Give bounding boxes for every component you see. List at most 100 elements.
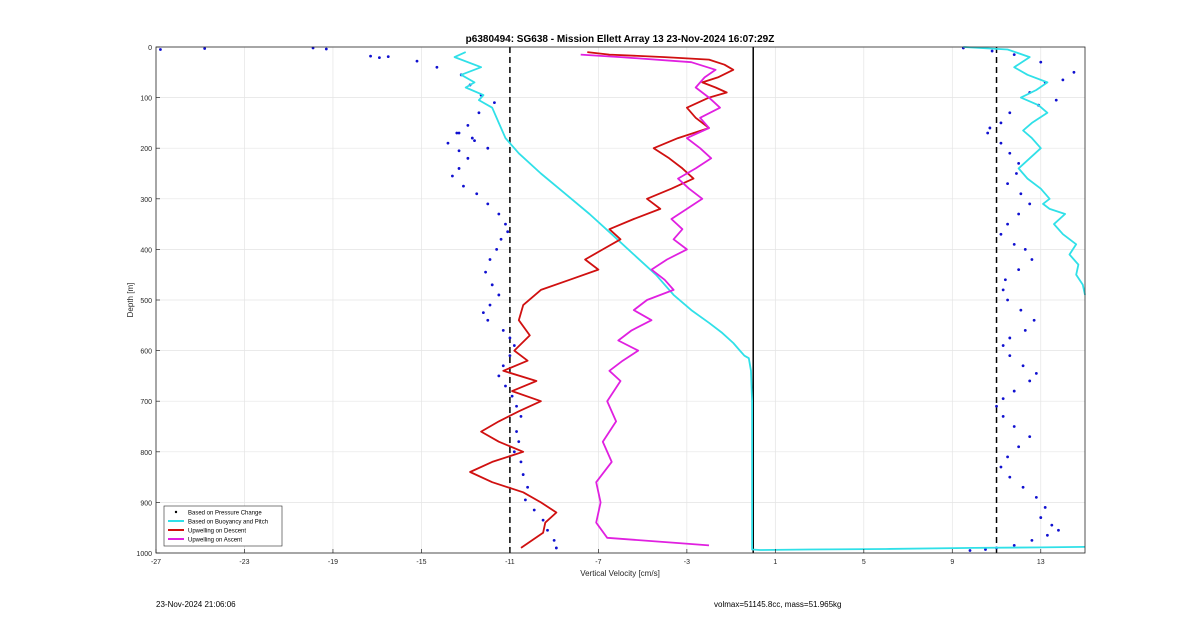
- y-tick-label: 900: [140, 500, 152, 507]
- data-point: [968, 549, 972, 552]
- footer-timestamp: 23-Nov-2024 21:06:06: [156, 600, 236, 609]
- data-point: [488, 303, 492, 307]
- data-point: [159, 48, 162, 51]
- x-tick-label: 9: [950, 559, 954, 566]
- data-point: [984, 548, 987, 551]
- data-point: [486, 202, 490, 206]
- data-point: [552, 538, 556, 542]
- data-point: [1006, 298, 1009, 302]
- axis-ticks: -27 -23 -19 -15 -11 -7 -3 1 5 9 13 0 100 200 300 400 500…: [136, 45, 1044, 566]
- data-point: [466, 124, 470, 127]
- data-point: [999, 141, 1003, 145]
- y-tick-label: 100: [140, 96, 152, 103]
- y-tick-label: 700: [140, 399, 152, 406]
- y-tick-label: 500: [140, 298, 152, 305]
- data-point: [324, 47, 328, 51]
- y-axis-label: Depth [m]: [126, 283, 135, 318]
- data-point: [1012, 389, 1016, 393]
- data-point: [1019, 308, 1023, 312]
- data-point: [499, 237, 503, 241]
- data-point: [519, 460, 523, 464]
- data-point: [1008, 111, 1012, 115]
- series-line-buoyancy: [453, 51, 1086, 551]
- data-point: [554, 546, 558, 550]
- data-point: [999, 121, 1003, 125]
- x-tick-label: 1: [773, 559, 777, 566]
- data-point: [1034, 495, 1038, 499]
- data-point: [541, 518, 545, 522]
- data-point: [1045, 533, 1049, 537]
- data-point: [1006, 455, 1009, 459]
- series-pressure: [159, 46, 1076, 552]
- data-point: [495, 248, 499, 251]
- data-point: [999, 465, 1003, 469]
- data-point: [1028, 202, 1032, 206]
- data-point: [1017, 445, 1021, 449]
- data-point: [515, 404, 518, 408]
- data-point: [1028, 435, 1032, 439]
- data-point: [1012, 53, 1016, 56]
- data-point: [1001, 344, 1005, 347]
- y-tick-label: 200: [140, 146, 152, 153]
- data-point: [378, 56, 381, 60]
- data-point: [490, 283, 494, 287]
- data-point: [521, 473, 525, 476]
- data-point: [517, 440, 521, 444]
- data-point: [497, 212, 501, 216]
- data-point: [504, 222, 507, 226]
- data-point: [1021, 485, 1025, 489]
- data-point: [504, 384, 507, 388]
- data-point: [1032, 318, 1036, 322]
- data-point: [512, 344, 516, 347]
- data-point: [457, 167, 461, 170]
- data-point: [466, 156, 470, 160]
- data-point: [1039, 60, 1043, 64]
- data-point: [508, 336, 512, 340]
- legend: Based on Pressure Change Based on Buoyanc…: [163, 505, 283, 547]
- chart-title: p6380494: SG638 - Mission Ellett Array 1…: [466, 34, 775, 45]
- series-descent: [469, 51, 735, 549]
- data-point: [501, 328, 505, 332]
- data-point: [986, 131, 990, 135]
- data-point: [1017, 212, 1021, 216]
- x-tick-label: -11: [505, 559, 515, 566]
- data-point: [1034, 371, 1038, 375]
- data-point: [1061, 78, 1065, 82]
- data-point: [1021, 364, 1025, 368]
- data-point: [1023, 248, 1027, 251]
- data-point: [1017, 161, 1021, 165]
- data-point: [1043, 506, 1047, 509]
- data-point: [470, 136, 474, 140]
- x-axis-label: Vertical Velocity [cm/s]: [580, 569, 660, 578]
- data-point: [1057, 528, 1060, 532]
- data-point: [526, 485, 529, 489]
- data-point: [1001, 397, 1005, 401]
- data-point: [988, 126, 992, 130]
- data-point: [1015, 172, 1018, 175]
- data-point: [1012, 242, 1016, 246]
- data-point: [1001, 414, 1005, 418]
- data-point: [435, 65, 439, 69]
- data-point: [457, 131, 461, 135]
- data-point: [497, 293, 501, 297]
- data-point: [1050, 523, 1054, 527]
- data-point: [510, 394, 514, 398]
- data-point: [532, 508, 536, 512]
- data-point: [523, 498, 527, 502]
- data-point: [1028, 379, 1032, 383]
- data-point: [1008, 336, 1012, 340]
- data-point: [1054, 98, 1058, 102]
- data-point: [999, 232, 1003, 236]
- data-point: [1008, 354, 1012, 358]
- x-tick-label: -3: [684, 559, 690, 566]
- x-tick-label: -7: [595, 559, 601, 566]
- data-series: [159, 46, 1086, 552]
- data-point: [450, 174, 454, 178]
- y-tick-label: 400: [140, 247, 152, 254]
- data-point: [1039, 516, 1043, 519]
- y-tick-label: 600: [140, 349, 152, 356]
- x-tick-label: -19: [328, 559, 338, 566]
- data-point: [386, 55, 390, 59]
- data-point: [1030, 538, 1034, 542]
